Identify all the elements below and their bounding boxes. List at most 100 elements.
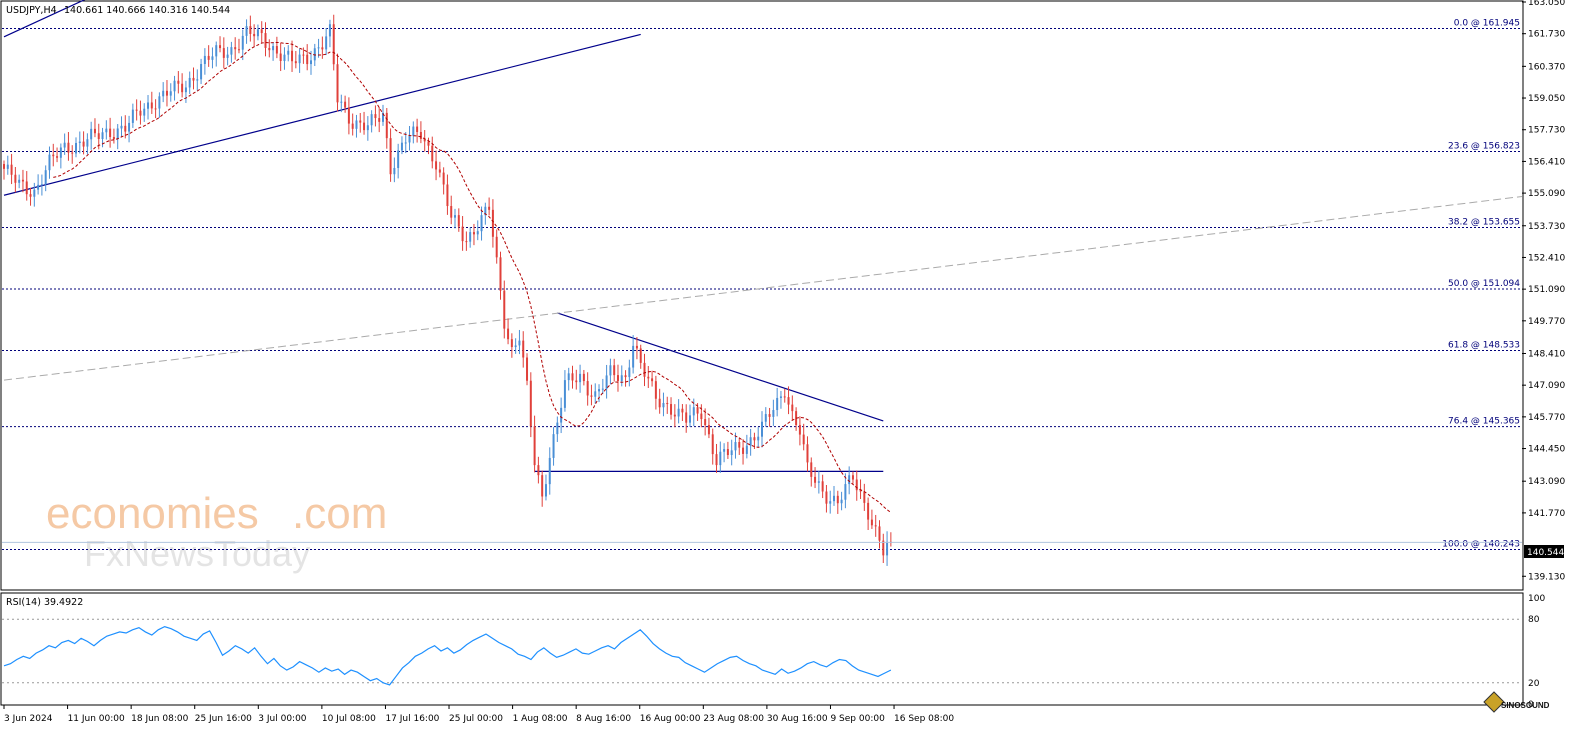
time-axis-label: 3 Jul 00:00 (258, 714, 307, 724)
candle-bull (147, 102, 150, 109)
candle-bull (605, 375, 608, 389)
price-axis-label: 148.410 (1528, 349, 1565, 359)
candle-bull (776, 397, 779, 411)
candle-bear (491, 209, 494, 237)
rsi-layer (2, 618, 1522, 686)
candle-bear (165, 90, 168, 96)
candle-bear (798, 425, 801, 435)
candle-bull (730, 450, 733, 456)
candle-bear (465, 241, 468, 243)
candle-bear (806, 444, 809, 463)
candle-bull (886, 541, 889, 556)
candle-bear (135, 109, 138, 111)
candle-bear (582, 373, 585, 382)
time-axis-label: 17 Jul 16:00 (385, 714, 439, 724)
watermark-brand-bottom: FxNewsToday (84, 533, 310, 574)
candle-bull (476, 231, 479, 235)
corner-logo: SINOSOUND (1483, 691, 1550, 713)
candle-bull (688, 415, 691, 423)
candle-bear (93, 128, 96, 134)
candle-bull (245, 26, 248, 36)
candle-bear (457, 215, 460, 227)
candle-bear (25, 181, 28, 195)
candle-bull (772, 410, 775, 417)
candle-bear (294, 61, 297, 64)
candle-bull (105, 128, 108, 133)
candle-bear (882, 540, 885, 556)
rsi-panel-frame (0, 592, 1524, 706)
candle-bear (654, 381, 657, 399)
candle-bull (719, 451, 722, 466)
candle-bear (219, 45, 222, 49)
candle-bull (412, 126, 415, 136)
candle-bull (287, 50, 290, 55)
candle-bear (268, 47, 271, 51)
candle-bear (71, 152, 74, 154)
candle-bull (677, 408, 680, 417)
candle-bull (779, 396, 782, 398)
candle-bear (363, 122, 366, 131)
candle-bull (162, 90, 165, 97)
candle-bear (802, 434, 805, 445)
candle-bear (681, 408, 684, 413)
price-axis-label: 159.050 (1528, 94, 1565, 104)
candle-bear (742, 447, 745, 454)
candle-bear (616, 375, 619, 381)
candle-bear (249, 26, 252, 34)
candle-bear (438, 169, 441, 173)
rsi-label: RSI(14) 39.4922 (6, 597, 83, 608)
candle-bull (749, 437, 752, 446)
current-price-label: 140.544 (1527, 548, 1564, 558)
candle-bull (404, 142, 407, 144)
candle-bear (851, 475, 854, 480)
time-axis-label: 25 Jul 00:00 (449, 714, 503, 724)
candle-bear (613, 365, 616, 376)
candle-bear (753, 437, 756, 441)
candle-bear (446, 184, 449, 207)
candle-bull (298, 54, 301, 64)
candle-bull (86, 139, 89, 147)
time-axis-label: 16 Sep 08:00 (894, 714, 954, 724)
candle-bull (397, 150, 400, 168)
candle-bear (302, 54, 305, 56)
candle-bull (101, 132, 104, 140)
candle-bull (59, 147, 62, 158)
fib-level-label: 0.0 @ 161.945 (1454, 19, 1520, 29)
candle-bear (321, 47, 324, 50)
candle-bull (628, 367, 631, 378)
candle-bear (359, 120, 362, 123)
candle-bear (670, 404, 673, 415)
candle-bear (647, 376, 650, 379)
candle-bull (366, 125, 369, 131)
candle-bear (537, 465, 540, 476)
candle-bull (317, 47, 320, 49)
candle-bear (870, 519, 873, 526)
axis-layer: 163.050 161.730 160.370 159.050 157.730 156.4… (3, 0, 1565, 724)
candle-bull (692, 407, 695, 416)
fib-level-label: 23.6 @ 156.823 (1448, 141, 1520, 151)
candle-bear (112, 137, 115, 140)
candle-bear (510, 339, 513, 348)
candle-bull (829, 501, 832, 504)
candle-bear (332, 24, 335, 65)
watermark: economies .com FxNewsToday (46, 489, 387, 574)
trendline-channel-lower (3, 33, 641, 196)
candle-bear (783, 396, 786, 398)
candle-bear (533, 426, 536, 466)
candle-bull (6, 164, 9, 169)
price-axis-label: 149.770 (1528, 317, 1565, 327)
candle-bear (651, 378, 654, 382)
watermark-brand-top-suffix: .com (292, 489, 387, 538)
candle-bear (389, 138, 392, 175)
candle-bull (44, 170, 47, 185)
price-axis-label: 155.090 (1528, 189, 1565, 199)
candle-bull (143, 108, 146, 116)
candle-bull (594, 391, 597, 397)
candle-bull (400, 142, 403, 151)
candle-bull (454, 215, 457, 218)
trendline-descending-resistance (557, 312, 884, 422)
candle-bear (450, 206, 453, 218)
candle-bear (154, 108, 157, 110)
candle-bear (658, 398, 661, 408)
candle-bear (237, 49, 240, 51)
